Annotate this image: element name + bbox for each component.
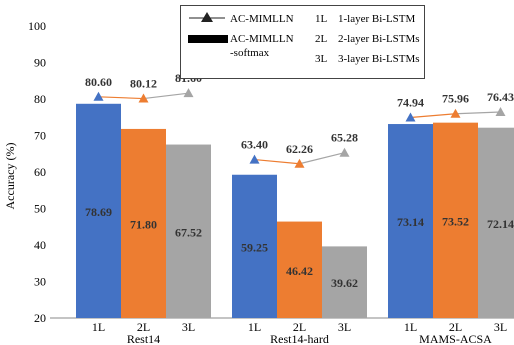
legend-markers <box>188 12 228 43</box>
y-tick-label: 40 <box>34 238 46 252</box>
bar-value-label: 73.14 <box>397 215 424 229</box>
bar-value-label: 46.42 <box>286 264 313 278</box>
y-tick-label: 20 <box>34 311 46 325</box>
line-segment <box>98 96 144 100</box>
legend-layer-text-3: 3-layer Bi-LSTMs <box>338 53 420 65</box>
x-tick-label: 3L <box>182 320 195 334</box>
line-segment <box>143 92 189 100</box>
bar <box>76 103 121 319</box>
bars <box>76 103 514 319</box>
x-tick-label: 2L <box>137 320 150 334</box>
bar <box>121 128 166 318</box>
line-segment <box>455 111 501 115</box>
x-tick-label: 2L <box>293 320 306 334</box>
legend: AC-MIMLLN AC-MIMLLN -softmax 1L 1-layer … <box>180 5 425 79</box>
line-marker <box>249 154 260 164</box>
legend-triangle-icon <box>201 12 213 22</box>
x-tick-label: 3L <box>494 320 507 334</box>
line-value-label: 76.43 <box>487 90 514 104</box>
legend-layer-code-2: 2L <box>315 33 328 45</box>
line-marker <box>183 88 194 98</box>
line-marker <box>138 93 149 103</box>
line-segment <box>299 152 345 165</box>
line-series <box>93 88 506 168</box>
bar <box>166 144 211 318</box>
x-tick-label: 2L <box>449 320 462 334</box>
bar-value-label: 59.25 <box>241 240 268 254</box>
y-tick-label: 50 <box>34 202 46 216</box>
legend-layer-text-1: 1-layer Bi-LSTM <box>338 13 416 25</box>
line-value-label: 62.26 <box>286 142 313 156</box>
x-tick-label: 3L <box>338 320 351 334</box>
x-tick-label: 1L <box>92 320 105 334</box>
x-tick-label: 1L <box>404 320 417 334</box>
y-tick-label: 60 <box>34 165 46 179</box>
y-axis-ticks: 20 30 40 50 60 70 80 90 100 <box>28 19 46 325</box>
line-marker <box>93 91 104 101</box>
bar <box>388 124 433 318</box>
data-labels: 78.6971.8067.5280.6080.1281.6059.2546.42… <box>85 71 514 290</box>
y-tick-label: 100 <box>28 19 46 33</box>
legend-label-line: AC-MIMLLN <box>230 13 294 25</box>
bar-value-label: 71.80 <box>130 217 157 231</box>
line-marker <box>450 108 461 118</box>
y-tick-label: 90 <box>34 56 46 70</box>
legend-bar-swatch <box>188 35 228 43</box>
x-group-label: Rest14-hard <box>270 332 329 345</box>
line-value-label: 80.60 <box>85 75 112 89</box>
line-value-label: 75.96 <box>442 92 469 106</box>
line-marker <box>294 158 305 168</box>
legend-layer-text-2: 2-layer Bi-LSTMs <box>338 33 420 45</box>
line-marker <box>495 107 506 117</box>
bar <box>277 221 322 318</box>
line-segment <box>410 113 456 119</box>
line-value-label: 80.12 <box>130 77 157 91</box>
line-segment <box>254 158 300 165</box>
legend-label-bar-suffix: -softmax <box>230 47 270 59</box>
bar <box>232 174 277 318</box>
x-group-label: MAMS-ACSA <box>419 332 492 345</box>
line-value-label: 63.40 <box>241 138 268 152</box>
bar <box>433 122 478 318</box>
bar-value-label: 78.69 <box>85 205 112 219</box>
y-axis-label: Accuracy (%) <box>3 143 17 210</box>
line-marker <box>405 112 416 122</box>
bar <box>478 127 514 319</box>
y-tick-label: 30 <box>34 275 46 289</box>
bar-value-label: 67.52 <box>175 225 202 239</box>
line-marker <box>339 147 350 157</box>
bar <box>322 246 367 318</box>
x-tick-label: 1L <box>248 320 261 334</box>
y-tick-label: 70 <box>34 129 46 143</box>
legend-layer-code-3: 3L <box>315 53 328 65</box>
bar-value-label: 72.14 <box>487 217 514 231</box>
y-tick-label: 80 <box>34 92 46 106</box>
line-value-label: 65.28 <box>331 131 358 145</box>
legend-layer-code-1: 1L <box>315 13 328 25</box>
x-group-label: Rest14 <box>127 332 160 345</box>
bar-value-label: 73.52 <box>442 214 469 228</box>
legend-label-bar: AC-MIMLLN <box>230 33 294 45</box>
line-value-label: 74.94 <box>397 95 424 109</box>
bar-value-label: 39.62 <box>331 276 358 290</box>
